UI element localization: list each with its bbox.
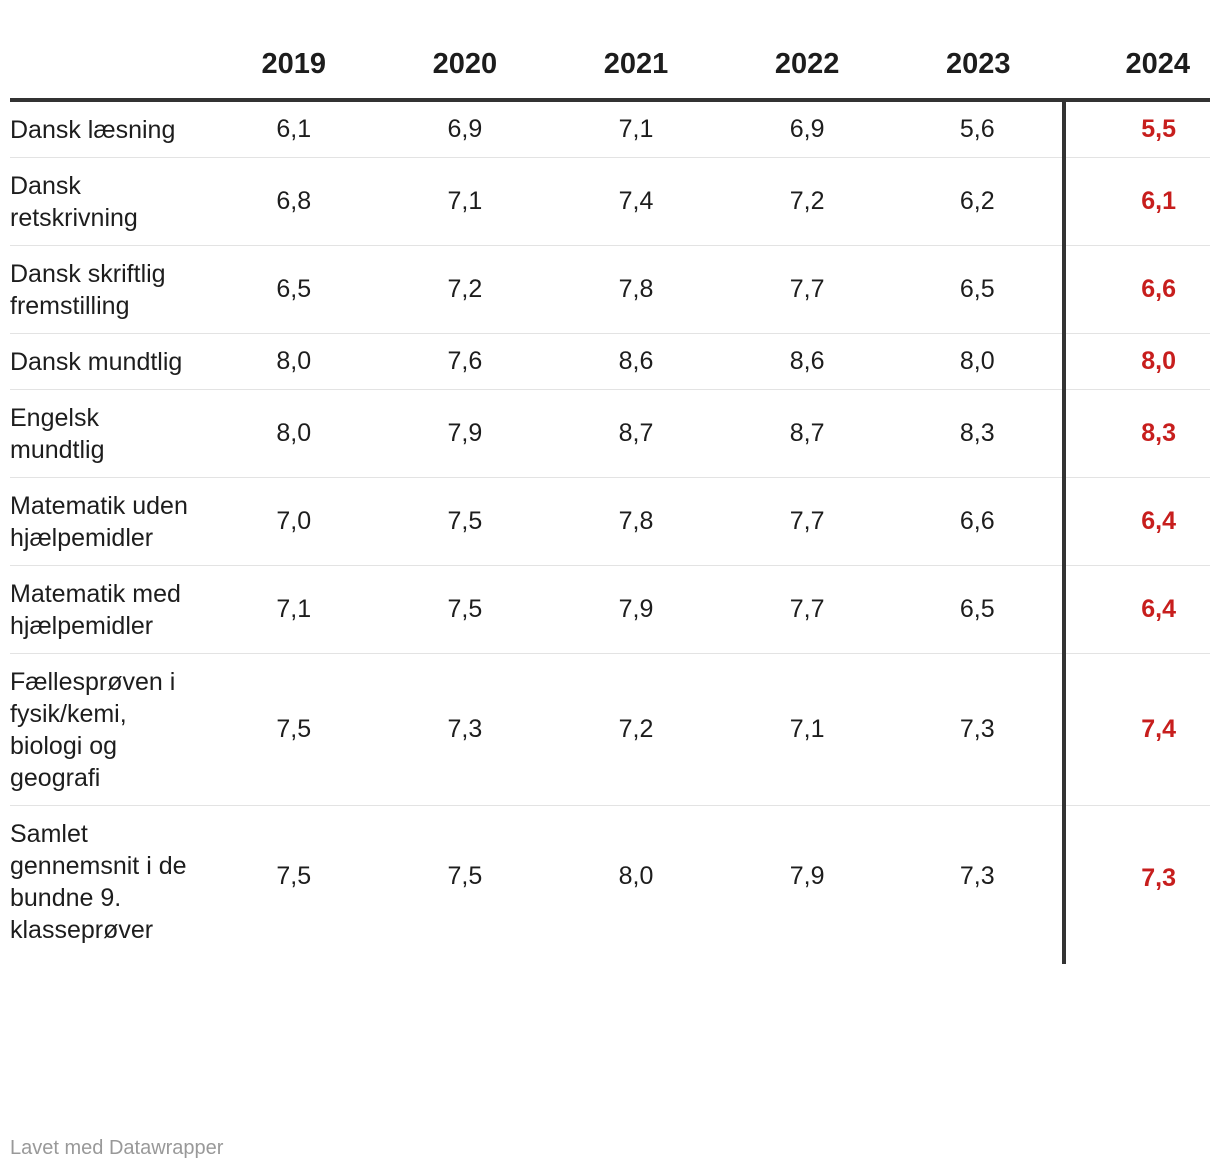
value-cell-2023: 6,5 bbox=[892, 565, 1064, 654]
value-cell-2020: 7,3 bbox=[379, 653, 551, 806]
header-year-2020: 2020 bbox=[379, 30, 551, 102]
value-cell-2020: 6,9 bbox=[379, 100, 551, 158]
header-year-2022: 2022 bbox=[721, 30, 893, 102]
footer-credit: Lavet med Datawrapper bbox=[10, 1137, 224, 1159]
header-year-2019: 2019 bbox=[208, 30, 380, 102]
header-label-cell bbox=[10, 30, 209, 102]
table-row: Engelsk mundtlig 8,0 7,9 8,7 8,7 8,3 8,3 bbox=[10, 389, 1210, 478]
value-cell-2019: 6,8 bbox=[208, 157, 380, 246]
value-cell-2019: 8,0 bbox=[208, 389, 380, 478]
table-row: Matematik med hjælpemidler 7,1 7,5 7,9 7,7 6,… bbox=[10, 565, 1210, 654]
value-cell-2022: 7,7 bbox=[721, 477, 893, 566]
row-label: Dansk læsning bbox=[10, 100, 209, 158]
value-cell-2023: 5,6 bbox=[892, 100, 1064, 158]
row-label: Matematik med hjælpemidler bbox=[10, 565, 209, 654]
value-cell-2021: 7,1 bbox=[550, 100, 722, 158]
value-cell-2024: 6,6 bbox=[1061, 245, 1210, 334]
table-row: Dansk mundtlig 8,0 7,6 8,6 8,6 8,0 8,0 bbox=[10, 333, 1210, 390]
value-cell-2024: 6,4 bbox=[1061, 477, 1210, 566]
results-table: 2019 2020 2021 2022 2023 2024 Dansk læsn… bbox=[10, 30, 1210, 964]
value-cell-2021: 8,6 bbox=[550, 333, 722, 390]
value-cell-2022: 7,9 bbox=[789, 861, 825, 890]
value-cell-2020: 7,5 bbox=[379, 477, 551, 566]
value-cell-2022: 7,2 bbox=[721, 157, 893, 246]
value-cell-2024: 8,0 bbox=[1061, 333, 1210, 390]
value-cell-2024: 8,3 bbox=[1061, 389, 1210, 478]
header-row: 2019 2020 2021 2022 2023 2024 bbox=[10, 30, 1210, 102]
value-cell-2020: 7,5 bbox=[447, 861, 483, 890]
results-table-container: 2019 2020 2021 2022 2023 2024 Dansk læsn… bbox=[10, 30, 1210, 964]
value-cell-2022: 7,7 bbox=[721, 565, 893, 654]
value-cell-2020: 7,1 bbox=[379, 157, 551, 246]
table-row: Matematik uden hjælpemidler 7,0 7,5 7,8 7,7 6… bbox=[10, 477, 1210, 566]
value-cell-2023: 8,0 bbox=[892, 333, 1064, 390]
row-label: Dansk skriftlig fremstilling bbox=[10, 245, 209, 334]
table-body: Dansk læsning 6,1 6,9 7,1 6,9 5,6 5,5 Dansk ret… bbox=[10, 100, 1210, 964]
value-cell-2020: 7,5 bbox=[379, 565, 551, 654]
value-cell-2023: 8,3 bbox=[892, 389, 1064, 478]
value-cell-2019: 7,0 bbox=[208, 477, 380, 566]
header-year-2023: 2023 bbox=[892, 30, 1064, 102]
value-cell-2024: 6,1 bbox=[1061, 157, 1210, 246]
value-cell-2023: 7,3 bbox=[959, 861, 995, 890]
row-label: Engelsk mundtlig bbox=[10, 389, 209, 478]
row-label: Dansk retskrivning bbox=[10, 157, 209, 246]
value-cell-2021: 7,2 bbox=[550, 653, 722, 806]
value-cell-2021: 7,9 bbox=[550, 565, 722, 654]
value-cell-2023: 6,5 bbox=[892, 245, 1064, 334]
value-cell-2021: 7,8 bbox=[550, 477, 722, 566]
value-cell-2019: 7,1 bbox=[208, 565, 380, 654]
value-cell-2022: 8,7 bbox=[721, 389, 893, 478]
value-cell-2019: 6,1 bbox=[208, 100, 380, 158]
value-cell-2019: 6,5 bbox=[208, 245, 380, 334]
value-cell-2023: 6,2 bbox=[892, 157, 1064, 246]
value-cell-2020: 7,6 bbox=[379, 333, 551, 390]
table-row: Dansk læsning 6,1 6,9 7,1 6,9 5,6 5,5 bbox=[10, 100, 1210, 158]
value-cell-2019: 8,0 bbox=[208, 333, 380, 390]
value-cell-2020: 7,2 bbox=[379, 245, 551, 334]
table-row: Dansk skriftlig fremstilling 6,5 7,2 7,8 7,7… bbox=[10, 245, 1210, 334]
row-label: Samlet gennemsnit i de bundne 9. klassep… bbox=[10, 820, 187, 944]
value-cell-2022: 6,9 bbox=[721, 100, 893, 158]
row-label: Dansk mundtlig bbox=[10, 333, 209, 390]
value-cell-2024: 7,4 bbox=[1061, 653, 1210, 806]
value-cell-2021: 7,8 bbox=[550, 245, 722, 334]
table-row: Samlet gennemsnit i de bundne 9. klassep… bbox=[10, 805, 1210, 964]
table-row: Dansk retskrivning 6,8 7,1 7,4 7,2 6,2 6,1 bbox=[10, 157, 1210, 246]
value-cell-2021: 8,0 bbox=[618, 861, 654, 890]
value-cell-2021: 7,4 bbox=[550, 157, 722, 246]
value-cell-2019: 7,5 bbox=[276, 861, 312, 890]
value-cell-2022: 7,7 bbox=[721, 245, 893, 334]
row-label: Matematik uden hjælpemidler bbox=[10, 477, 209, 566]
value-cell-2024: 7,3 bbox=[1061, 805, 1210, 964]
header-year-2024: 2024 bbox=[1063, 30, 1210, 102]
header-year-2021: 2021 bbox=[550, 30, 722, 102]
value-cell-2024: 6,4 bbox=[1061, 565, 1210, 654]
row-label: Fællesprøven i fysik/kemi, biologi og ge… bbox=[10, 653, 209, 806]
value-cell-2023: 6,6 bbox=[892, 477, 1064, 566]
value-cell-2020: 7,9 bbox=[379, 389, 551, 478]
value-cell-2019: 7,5 bbox=[208, 653, 380, 806]
value-cell-2022: 7,1 bbox=[721, 653, 893, 806]
value-cell-2021: 8,7 bbox=[550, 389, 722, 478]
value-cell-2024: 5,5 bbox=[1061, 100, 1210, 158]
value-cell-2023: 7,3 bbox=[892, 653, 1064, 806]
table-header: 2019 2020 2021 2022 2023 2024 bbox=[10, 30, 1210, 102]
value-cell-2022: 8,6 bbox=[721, 333, 893, 390]
table-row: Fællesprøven i fysik/kemi, biologi og ge… bbox=[10, 653, 1210, 806]
